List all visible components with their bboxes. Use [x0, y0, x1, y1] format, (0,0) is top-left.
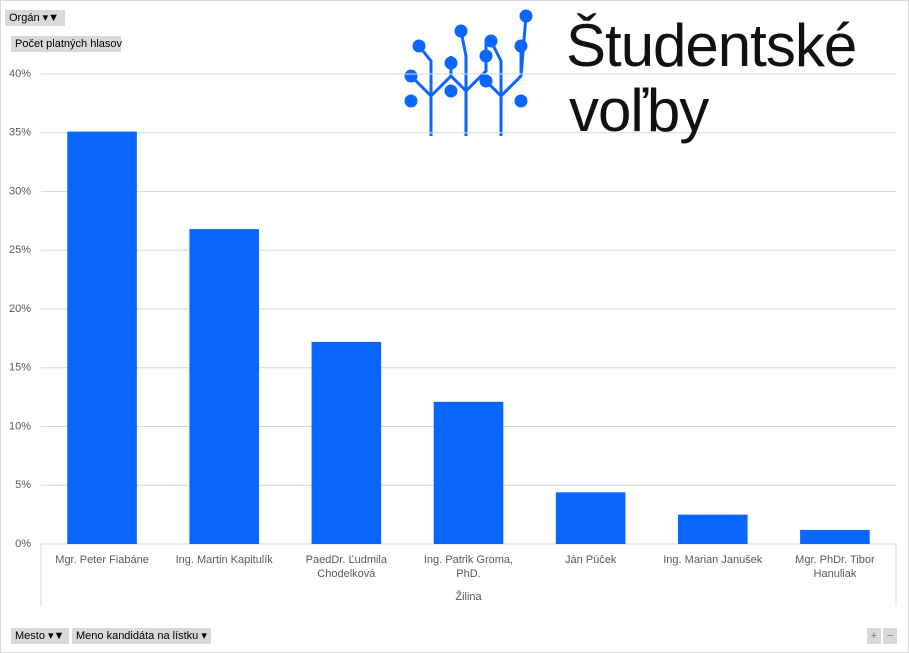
- group-label: Žilina: [455, 590, 482, 603]
- logo-line2: voľby: [569, 77, 709, 144]
- axis-field-button[interactable]: Meno kandidáta na lístku ▾: [72, 628, 211, 644]
- y-tick-label: 5%: [15, 479, 31, 491]
- bar: [189, 229, 260, 544]
- y-tick-label: 30%: [9, 185, 31, 197]
- y-tick-label: 40%: [9, 68, 31, 80]
- expand-button[interactable]: +: [867, 628, 881, 644]
- report-filter-button[interactable]: Orgán ▾▼: [5, 10, 65, 26]
- x-tick-label: Ing. Martin Kapitulík: [175, 554, 273, 566]
- y-tick-label: 15%: [9, 362, 31, 374]
- bar: [67, 131, 137, 544]
- button-label: Orgán: [9, 12, 40, 24]
- collapse-button[interactable]: −: [883, 628, 897, 644]
- x-tick-label: Ing. Marian Janušek: [663, 554, 763, 566]
- y-tick-label: 0%: [15, 538, 31, 550]
- button-label: Mesto: [15, 630, 45, 642]
- y-tick-label: 25%: [9, 244, 31, 256]
- logo-icon: [404, 9, 533, 136]
- logo-line1: Študentské: [566, 12, 857, 79]
- y-tick-label: 20%: [9, 303, 31, 315]
- button-label: Meno kandidáta na lístku: [76, 630, 199, 642]
- x-tick-label: PaedDr. Ľudmila Chodelková: [305, 554, 387, 580]
- y-tick-label: 10%: [9, 420, 31, 432]
- bar: [555, 492, 626, 544]
- bar: [677, 514, 748, 544]
- x-tick-label: Mgr. PhDr. Tibor Hanuliak: [795, 554, 875, 580]
- x-tick-label: Mgr. Peter Fiabáne: [55, 554, 149, 566]
- y-tick-label: 35%: [9, 127, 31, 139]
- bar: [800, 529, 870, 544]
- x-tick-label: Ing. Patrik Groma, PhD.: [423, 554, 514, 580]
- bar: [311, 341, 382, 544]
- bar: [433, 401, 504, 544]
- values-field-button[interactable]: Počet platných hlasov: [11, 36, 122, 52]
- axis-field-button[interactable]: Mesto ▾▼: [11, 628, 69, 644]
- x-tick-label: Ján Púček: [564, 554, 617, 566]
